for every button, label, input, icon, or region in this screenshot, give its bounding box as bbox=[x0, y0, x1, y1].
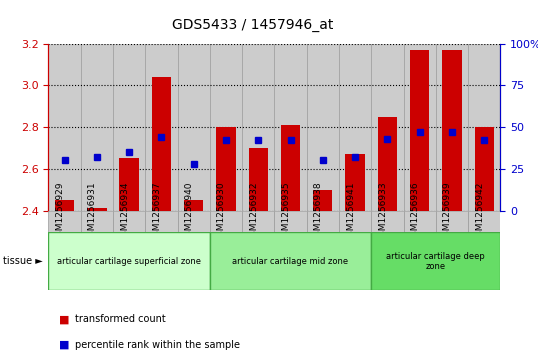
Bar bbox=[145, 211, 178, 232]
Bar bbox=[371, 232, 500, 290]
Text: articular cartilage deep
zone: articular cartilage deep zone bbox=[386, 252, 485, 271]
Bar bbox=[404, 44, 436, 211]
Bar bbox=[55, 200, 74, 211]
Text: articular cartilage superficial zone: articular cartilage superficial zone bbox=[57, 257, 201, 266]
Bar bbox=[410, 50, 429, 211]
Text: GSM1256942: GSM1256942 bbox=[475, 182, 484, 242]
Text: percentile rank within the sample: percentile rank within the sample bbox=[75, 340, 240, 350]
Text: tissue ►: tissue ► bbox=[3, 256, 43, 266]
Text: ■: ■ bbox=[59, 314, 70, 325]
Bar bbox=[404, 211, 436, 232]
Bar bbox=[475, 127, 494, 211]
Bar bbox=[216, 127, 236, 211]
Text: transformed count: transformed count bbox=[75, 314, 166, 325]
Bar bbox=[436, 211, 468, 232]
Text: GDS5433 / 1457946_at: GDS5433 / 1457946_at bbox=[172, 18, 334, 32]
Text: GSM1256930: GSM1256930 bbox=[217, 181, 226, 242]
Text: GSM1256938: GSM1256938 bbox=[314, 181, 323, 242]
Text: GSM1256932: GSM1256932 bbox=[249, 182, 258, 242]
Bar bbox=[468, 211, 500, 232]
Text: GSM1256937: GSM1256937 bbox=[152, 181, 161, 242]
Bar bbox=[442, 50, 462, 211]
Bar bbox=[184, 200, 203, 211]
Bar bbox=[210, 211, 242, 232]
Bar bbox=[307, 211, 339, 232]
Bar bbox=[210, 44, 242, 211]
Bar bbox=[468, 44, 500, 211]
Text: GSM1256935: GSM1256935 bbox=[281, 181, 291, 242]
Text: GSM1256936: GSM1256936 bbox=[410, 181, 420, 242]
Text: GSM1256933: GSM1256933 bbox=[378, 181, 387, 242]
Bar bbox=[274, 44, 307, 211]
Text: GSM1256941: GSM1256941 bbox=[346, 182, 355, 242]
Bar bbox=[242, 44, 274, 211]
Bar bbox=[371, 211, 404, 232]
Bar bbox=[178, 211, 210, 232]
Bar bbox=[48, 232, 210, 290]
Text: GSM1256929: GSM1256929 bbox=[55, 182, 65, 242]
Bar bbox=[81, 44, 113, 211]
Bar bbox=[378, 117, 397, 211]
Bar bbox=[152, 77, 171, 211]
Bar bbox=[48, 211, 81, 232]
Bar bbox=[113, 211, 145, 232]
Bar bbox=[178, 44, 210, 211]
Bar bbox=[339, 44, 371, 211]
Bar bbox=[307, 44, 339, 211]
Bar bbox=[371, 44, 404, 211]
Bar bbox=[145, 44, 178, 211]
Bar bbox=[119, 158, 139, 211]
Text: GSM1256931: GSM1256931 bbox=[88, 181, 97, 242]
Bar bbox=[274, 211, 307, 232]
Bar bbox=[242, 211, 274, 232]
Bar bbox=[113, 44, 145, 211]
Bar bbox=[81, 211, 113, 232]
Bar bbox=[345, 154, 365, 211]
Bar bbox=[210, 232, 371, 290]
Bar bbox=[48, 44, 81, 211]
Bar bbox=[281, 125, 300, 211]
Bar bbox=[249, 148, 268, 211]
Text: GSM1256940: GSM1256940 bbox=[185, 182, 194, 242]
Bar bbox=[313, 189, 332, 211]
Bar bbox=[87, 208, 107, 211]
Bar bbox=[436, 44, 468, 211]
Text: ■: ■ bbox=[59, 340, 70, 350]
Text: GSM1256934: GSM1256934 bbox=[120, 182, 129, 242]
Text: articular cartilage mid zone: articular cartilage mid zone bbox=[232, 257, 349, 266]
Bar bbox=[339, 211, 371, 232]
Text: GSM1256939: GSM1256939 bbox=[443, 181, 452, 242]
